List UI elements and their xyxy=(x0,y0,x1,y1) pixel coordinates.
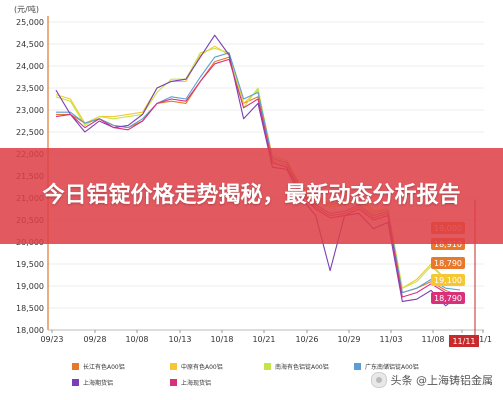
legend-item: 广东南储铝锭A00铝 xyxy=(354,360,419,372)
y-tick-label: 19,000 xyxy=(16,282,44,291)
x-tick-label: 11/03 xyxy=(379,335,402,344)
legend-item: 上海现货铝 xyxy=(170,376,211,388)
headline-banner: 今日铝锭价格走势揭秘，最新动态分析报告 xyxy=(0,148,503,244)
legend-swatch xyxy=(354,362,361,370)
x-tick-label: 10/13 xyxy=(168,335,191,344)
legend-swatch xyxy=(72,378,79,386)
y-axis-unit: (元/吨) xyxy=(14,4,39,14)
value-tag-label: 18,910 xyxy=(434,240,462,249)
value-tag xyxy=(431,257,465,269)
y-tick-label: 23,000 xyxy=(16,106,44,115)
y-tick-label: 24,500 xyxy=(16,40,44,49)
x-tick-label: 10/26 xyxy=(295,335,318,344)
legend-item: 长江有色A00铝 xyxy=(72,360,125,372)
legend-label: 上海现货铝 xyxy=(181,379,212,387)
current-date-badge xyxy=(449,335,479,347)
legend-label: 上海期货铝 xyxy=(83,379,114,387)
value-tag-label: 18,790 xyxy=(434,259,462,268)
x-tick-label: 10/21 xyxy=(252,335,275,344)
legend-label: 南海有色铝锭A00铝 xyxy=(275,363,329,371)
x-tick-label: 11/08 xyxy=(421,335,444,344)
legend-swatch xyxy=(170,362,177,370)
x-tick-label: 10/08 xyxy=(125,335,148,344)
chart-legend: 长江有色A00铝 中原有色A00铝 南海有色铝锭A00铝 广东南储铝锭A00铝上海期货… xyxy=(72,358,419,398)
value-tag xyxy=(431,292,465,304)
legend-swatch xyxy=(264,362,271,370)
y-tick-label: 22,500 xyxy=(16,128,44,137)
y-tick-label: 25,000 xyxy=(16,18,44,27)
y-tick-label: 18,000 xyxy=(16,326,44,335)
legend-label: 长江有色A00铝 xyxy=(83,363,125,371)
x-axis-ticks: 09/23 09/28 10/08 10/13 10/18 10/21 10/26 10/29… xyxy=(40,330,492,344)
y-tick-label: 19,500 xyxy=(16,260,44,269)
legend-label: 中原有色A00铝 xyxy=(181,363,223,371)
x-tick-label: 10/18 xyxy=(210,335,233,344)
watermark: 头条 @上海铸铝金属 xyxy=(370,372,494,388)
legend-swatch xyxy=(72,362,79,370)
legend-label: 广东南储铝锭A00铝 xyxy=(365,363,419,371)
x-tick-label: 09/23 xyxy=(40,335,63,344)
y-tick-label: 24,000 xyxy=(16,62,44,71)
value-tag xyxy=(431,274,465,286)
y-tick-label: 18,500 xyxy=(16,304,44,313)
legend-swatch xyxy=(170,378,177,386)
headline-text: 今日铝锭价格走势揭秘，最新动态分析报告 xyxy=(42,183,461,208)
legend-item: 上海期货铝 xyxy=(72,376,113,388)
series-line xyxy=(55,34,461,307)
author-avatar-icon xyxy=(370,372,387,388)
x-tick-label: 10/29 xyxy=(337,335,360,344)
watermark-text: 头条 @上海铸铝金属 xyxy=(390,374,494,387)
x-tick-label: 09/28 xyxy=(83,335,106,344)
legend-item: 中原有色A00铝 xyxy=(170,360,223,372)
x-tick-label: 11/1 xyxy=(474,335,492,344)
y-tick-label: 23,500 xyxy=(16,84,44,93)
legend-item: 南海有色铝锭A00铝 xyxy=(264,360,329,372)
value-tag-label: 18,790 xyxy=(434,294,462,303)
current-date-label: 11/11 xyxy=(452,337,475,346)
value-tag-label: 19,100 xyxy=(434,276,462,285)
